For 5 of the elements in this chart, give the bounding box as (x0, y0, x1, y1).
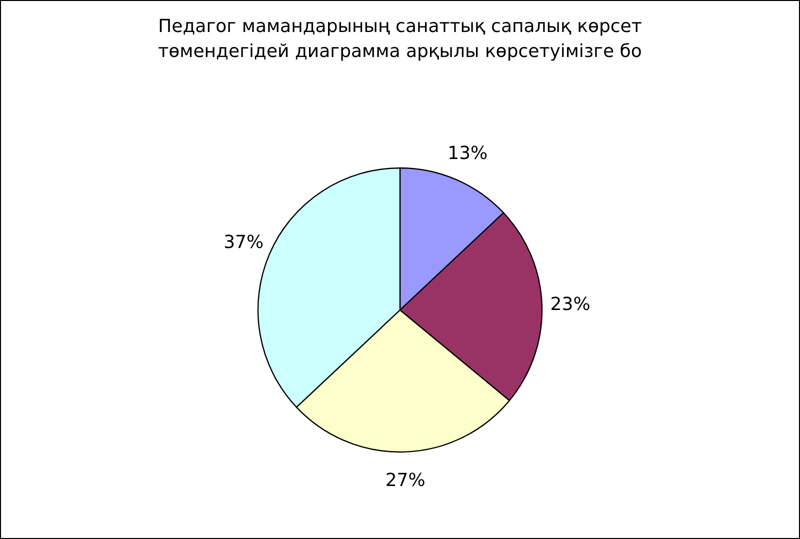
data-label: 37% (224, 232, 264, 253)
chart-title: Педагог мамандарының санаттық сапалық көрсет төмендегідей диаграмма арқылы көрсетуімізге бо (158, 16, 642, 62)
data-label: 27% (385, 470, 426, 491)
data-label: 23% (550, 294, 590, 316)
data-label: 13% (448, 143, 488, 164)
